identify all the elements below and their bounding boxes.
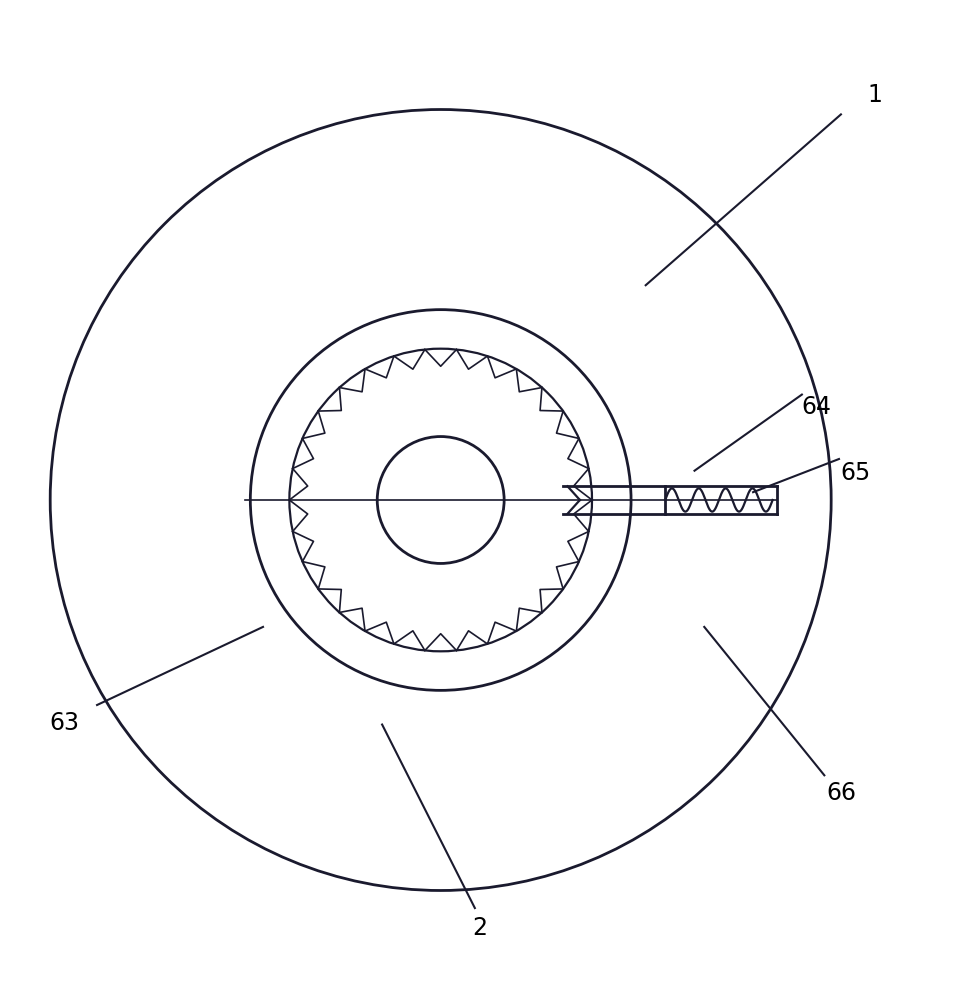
Text: 66: 66: [825, 781, 855, 805]
Text: 2: 2: [471, 916, 487, 940]
Text: 65: 65: [839, 461, 869, 485]
Text: 64: 64: [801, 395, 830, 419]
Text: 63: 63: [50, 711, 80, 735]
Text: 1: 1: [867, 83, 881, 107]
